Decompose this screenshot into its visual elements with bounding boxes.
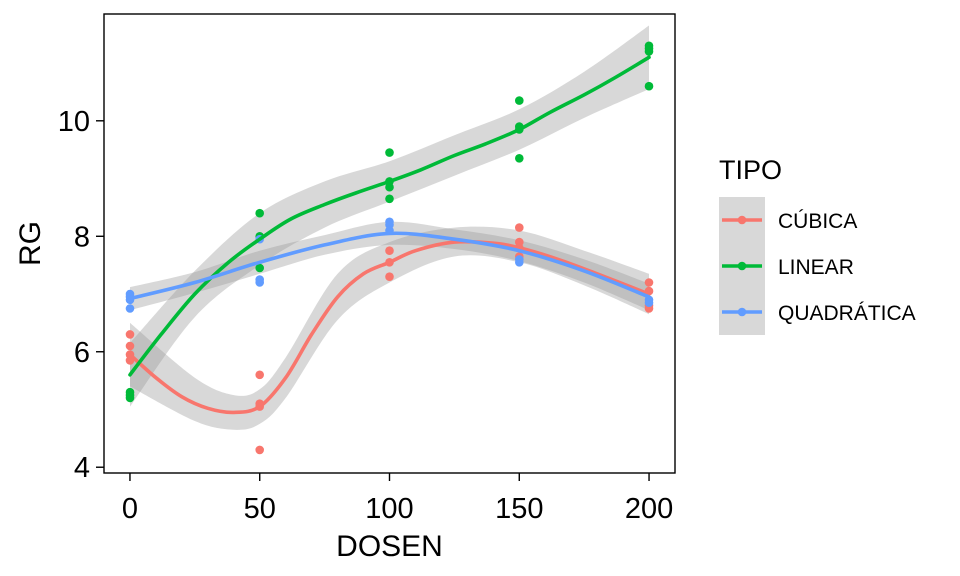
legend-label-linear: LINEAR [778, 256, 854, 279]
legend-key-point-quadratica [737, 307, 747, 317]
x-tick-label: 150 [495, 493, 543, 525]
point-linear [644, 47, 654, 56]
legend-key-point-linear [737, 261, 747, 271]
x-tick-label: 200 [625, 493, 673, 525]
point-quadratica [644, 298, 654, 308]
point-cubica [125, 341, 135, 351]
point-linear [515, 154, 524, 163]
plot-area [125, 25, 654, 455]
confidence-band-cubica [130, 226, 649, 430]
confidence-band-linear [130, 25, 649, 407]
fit-line-quadratica [128, 231, 651, 301]
x-tick-label: 50 [244, 493, 276, 525]
point-quadratica [125, 304, 135, 313]
legend-label-cubica: CÚBICA [778, 210, 857, 233]
legend: TIPO CÚBICA LINEAR QUADRÁTICA [719, 155, 916, 335]
point-linear [644, 81, 654, 91]
legend-title: TIPO [719, 155, 782, 185]
axes: 0 50 100 150 200 4 6 8 10 [58, 106, 674, 525]
point-linear [385, 194, 394, 204]
point-cubica [515, 223, 524, 232]
point-cubica [644, 278, 654, 287]
point-linear [125, 393, 135, 403]
point-cubica [385, 272, 394, 282]
y-tick-label: 10 [58, 106, 90, 138]
x-tick-label: 0 [122, 493, 138, 525]
point-quadratica [515, 255, 524, 264]
point-linear [515, 96, 524, 105]
x-axis-title: DOSEN [336, 530, 443, 563]
fit-line-cubica [128, 239, 651, 415]
point-cubica [125, 330, 135, 339]
point-linear [385, 182, 394, 192]
point-cubica [385, 246, 394, 255]
point-linear [255, 208, 264, 218]
point-linear [385, 148, 394, 157]
point-linear [255, 263, 264, 273]
y-axis-title: RG [14, 221, 47, 266]
point-cubica [255, 445, 264, 455]
y-tick-label: 4 [74, 452, 90, 484]
y-tick-label: 6 [74, 337, 90, 369]
point-cubica [255, 370, 264, 380]
legend-key-point-cubica [737, 215, 747, 225]
y-tick-label: 8 [74, 221, 90, 253]
fit-line-linear [128, 55, 651, 377]
x-tick-label: 100 [365, 493, 413, 525]
legend-label-quadratica: QUADRÁTICA [778, 302, 916, 325]
point-quadratica [255, 278, 264, 287]
